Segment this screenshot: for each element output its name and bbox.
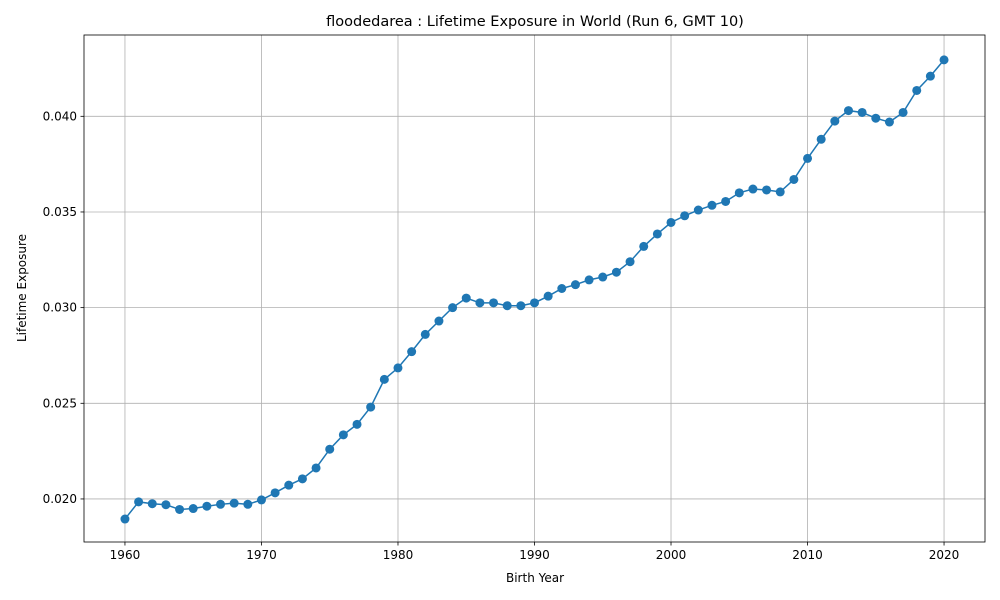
y-axis-label: Lifetime Exposure bbox=[15, 234, 29, 342]
data-point bbox=[175, 504, 185, 514]
data-point bbox=[625, 257, 635, 267]
data-point bbox=[898, 107, 908, 117]
data-point bbox=[707, 200, 717, 210]
data-point bbox=[557, 284, 567, 293]
data-point bbox=[256, 495, 266, 505]
data-point bbox=[120, 514, 130, 524]
grid bbox=[84, 35, 985, 542]
series-floodedarea bbox=[120, 55, 949, 524]
x-tick-label: 1990 bbox=[519, 548, 550, 562]
data-point bbox=[434, 316, 444, 326]
data-point bbox=[639, 241, 649, 251]
data-point bbox=[489, 298, 499, 308]
data-point bbox=[202, 501, 212, 511]
data-point bbox=[912, 85, 922, 95]
data-point bbox=[680, 211, 690, 221]
y-tick-label: 0.020 bbox=[43, 492, 77, 506]
data-point bbox=[216, 499, 226, 509]
data-point bbox=[284, 480, 294, 490]
data-point bbox=[297, 474, 307, 484]
data-point bbox=[884, 117, 894, 127]
y-tick-label: 0.030 bbox=[43, 301, 77, 315]
data-point bbox=[611, 267, 621, 277]
data-point bbox=[352, 419, 362, 429]
y-tick-label: 0.035 bbox=[43, 205, 77, 219]
data-point bbox=[393, 363, 403, 373]
data-point bbox=[379, 374, 389, 384]
data-point bbox=[475, 298, 485, 308]
data-point bbox=[338, 430, 348, 440]
data-point bbox=[871, 113, 881, 123]
data-point bbox=[270, 488, 280, 498]
data-point bbox=[147, 499, 157, 509]
x-tick-label: 2010 bbox=[792, 548, 823, 562]
data-point bbox=[530, 298, 539, 308]
data-point bbox=[748, 184, 758, 194]
data-point bbox=[598, 272, 608, 282]
data-point bbox=[693, 205, 703, 215]
data-point bbox=[420, 329, 430, 339]
data-point bbox=[461, 293, 471, 303]
ticks: 1960 1970 1980 1990 2000 2010 2020 0.020 0.025 0.… bbox=[43, 109, 960, 562]
data-point bbox=[243, 499, 253, 509]
y-tick-label: 0.025 bbox=[43, 396, 77, 410]
data-point bbox=[325, 444, 335, 454]
data-point bbox=[830, 116, 840, 126]
data-point bbox=[311, 463, 321, 473]
data-point bbox=[721, 196, 731, 206]
data-point bbox=[229, 498, 239, 508]
x-tick-label: 2020 bbox=[929, 548, 960, 562]
data-point bbox=[188, 504, 198, 514]
data-point bbox=[652, 229, 662, 239]
data-point bbox=[134, 497, 144, 507]
x-tick-label: 2000 bbox=[656, 548, 687, 562]
data-point bbox=[939, 55, 949, 65]
data-point bbox=[666, 217, 676, 227]
data-point bbox=[775, 187, 785, 197]
x-axis-label: Birth Year bbox=[506, 571, 564, 585]
data-point bbox=[584, 275, 594, 285]
y-tick-label: 0.040 bbox=[43, 109, 77, 123]
data-point bbox=[843, 106, 853, 116]
data-point bbox=[516, 301, 526, 311]
data-point bbox=[502, 301, 512, 311]
data-point bbox=[816, 134, 826, 144]
data-point bbox=[857, 107, 867, 117]
data-point bbox=[366, 402, 376, 412]
data-point bbox=[543, 291, 553, 301]
data-point bbox=[161, 500, 171, 510]
data-point bbox=[734, 188, 744, 198]
x-tick-label: 1980 bbox=[383, 548, 414, 562]
data-point bbox=[407, 347, 417, 357]
data-point bbox=[925, 71, 935, 81]
x-tick-label: 1970 bbox=[246, 548, 277, 562]
data-point bbox=[789, 174, 799, 184]
chart-title: floodedarea : Lifetime Exposure in World… bbox=[326, 14, 744, 30]
data-point bbox=[570, 280, 580, 290]
data-point bbox=[803, 153, 813, 163]
x-tick-label: 1960 bbox=[110, 548, 141, 562]
data-point bbox=[448, 303, 458, 313]
data-point bbox=[762, 185, 772, 195]
